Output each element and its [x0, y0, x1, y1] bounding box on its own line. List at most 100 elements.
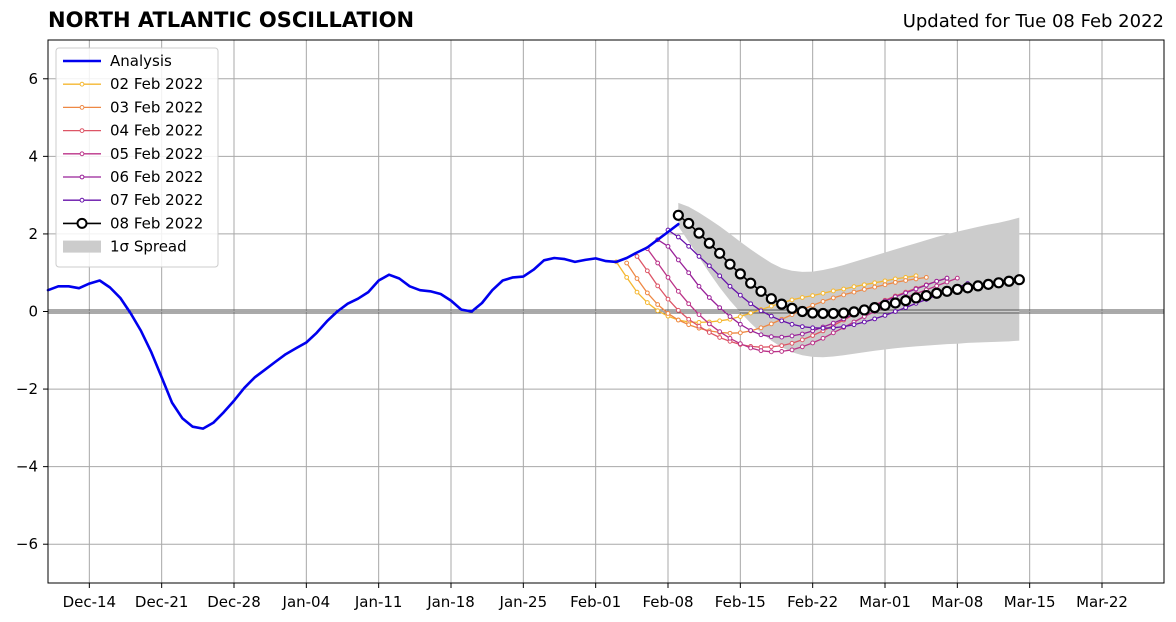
chart-title: NORTH ATLANTIC OSCILLATION	[48, 8, 415, 32]
forecast-point	[799, 344, 805, 350]
forecast-point	[820, 325, 826, 331]
forecast-point	[923, 282, 929, 288]
forecast-point	[758, 325, 764, 331]
forecast-point	[696, 283, 702, 289]
latest-forecast-point	[900, 295, 912, 307]
latest-forecast-point	[951, 283, 963, 295]
forecast-point	[872, 316, 878, 322]
x-tick-label: Mar-01	[859, 593, 911, 611]
forecast-point	[686, 322, 692, 328]
latest-forecast-point	[1013, 274, 1025, 286]
legend-label: 03 Feb 2022	[110, 98, 203, 116]
forecast-point	[799, 337, 805, 343]
latest-forecast-point	[683, 217, 695, 230]
forecast-point	[748, 301, 754, 307]
forecast-point	[706, 263, 712, 269]
forecast-point	[737, 321, 743, 327]
forecast-point	[923, 274, 929, 280]
forecast-point	[675, 288, 681, 294]
x-tick-label: Mar-15	[1004, 593, 1056, 611]
forecast-point	[706, 295, 712, 300]
forecast-point	[644, 300, 650, 305]
forecast-point	[727, 335, 733, 341]
forecast-point	[717, 273, 723, 279]
latest-forecast-point	[827, 307, 839, 320]
x-tick-label: Dec-14	[63, 593, 117, 611]
forecast-point	[779, 349, 785, 354]
forecast-point	[820, 335, 826, 341]
grid-lines	[48, 40, 1164, 583]
legend-label: 1σ Spread	[110, 238, 187, 256]
x-tick-label: Mar-22	[1076, 593, 1128, 611]
forecast-point	[820, 299, 826, 304]
forecast-point	[830, 330, 836, 336]
legend-label: 04 Feb 2022	[110, 122, 203, 140]
latest-forecast-point	[786, 302, 798, 314]
legend-label: 06 Feb 2022	[110, 168, 203, 186]
forecast-point	[810, 333, 816, 338]
legend-label: 07 Feb 2022	[110, 191, 203, 209]
forecast-point	[655, 302, 661, 307]
forecast-point	[748, 310, 754, 316]
forecast-point	[851, 284, 857, 290]
forecast-point	[768, 349, 774, 355]
forecast-point	[810, 293, 816, 298]
forecast-point	[768, 321, 774, 327]
forecast-point	[830, 295, 836, 301]
legend-box	[55, 47, 219, 268]
forecast-point	[768, 334, 774, 340]
forecast-point	[851, 322, 857, 328]
x-tick-label: Dec-28	[207, 593, 261, 611]
forecast-point	[644, 290, 650, 296]
latest-forecast-point	[982, 278, 994, 290]
forecast-point	[789, 297, 795, 303]
forecast-point	[675, 307, 681, 313]
x-tick-label: Jan-25	[499, 593, 548, 611]
x-tick-label: Dec-21	[135, 593, 189, 611]
forecast-point	[810, 302, 816, 308]
spread-layer	[678, 202, 1020, 358]
latest-forecast-point	[1003, 275, 1015, 287]
latest-forecast-point	[869, 302, 881, 314]
x-tick-label: Jan-04	[282, 593, 331, 611]
forecast-point	[655, 283, 661, 289]
forecast-point	[830, 320, 836, 326]
latest-forecast-point	[734, 268, 746, 280]
forecast-point	[665, 296, 671, 302]
forecast-point	[686, 301, 692, 307]
forecast-point	[882, 282, 888, 288]
legend-forecast-marker	[79, 197, 85, 203]
analysis-line	[46, 222, 680, 430]
forecast-point	[799, 295, 805, 300]
forecast-point	[944, 275, 950, 281]
latest-forecast-point	[724, 258, 736, 270]
x-tick-label: Feb-15	[715, 593, 766, 611]
forecast-point	[789, 333, 795, 339]
forecast-point	[934, 278, 940, 284]
latest-forecast-point	[993, 277, 1005, 289]
axis-ticks: Dec-14 Dec-21 Dec-28 Jan-04 Jan-11 Jan-18 Jan-…	[16, 70, 1128, 611]
forecast-point	[758, 308, 764, 314]
legend-forecast-marker	[79, 105, 85, 110]
forecast-point	[830, 325, 836, 331]
forecast-point	[851, 289, 857, 295]
forecast-point	[799, 324, 805, 330]
forecast-point	[665, 311, 671, 316]
latest-forecast-point	[745, 277, 757, 289]
legend-label: Analysis	[110, 52, 172, 70]
forecast-point	[944, 279, 950, 285]
legend: Analysis 02 Feb 2022 03 Feb 2022 04 Feb 202…	[55, 47, 219, 268]
forecast-point	[686, 316, 692, 322]
legend-latest-marker	[76, 217, 88, 229]
latest-forecast-point	[755, 285, 767, 297]
forecast-point	[696, 323, 702, 329]
latest-forecast-point	[972, 280, 984, 292]
forecast-point	[717, 329, 723, 335]
y-tick-label: 6	[28, 70, 38, 88]
legend-label: 02 Feb 2022	[110, 75, 203, 93]
forecast-point	[758, 348, 764, 354]
forecast-point	[779, 334, 785, 340]
x-tick-label: Feb-08	[642, 593, 693, 611]
legend-spread-swatch	[63, 240, 101, 253]
